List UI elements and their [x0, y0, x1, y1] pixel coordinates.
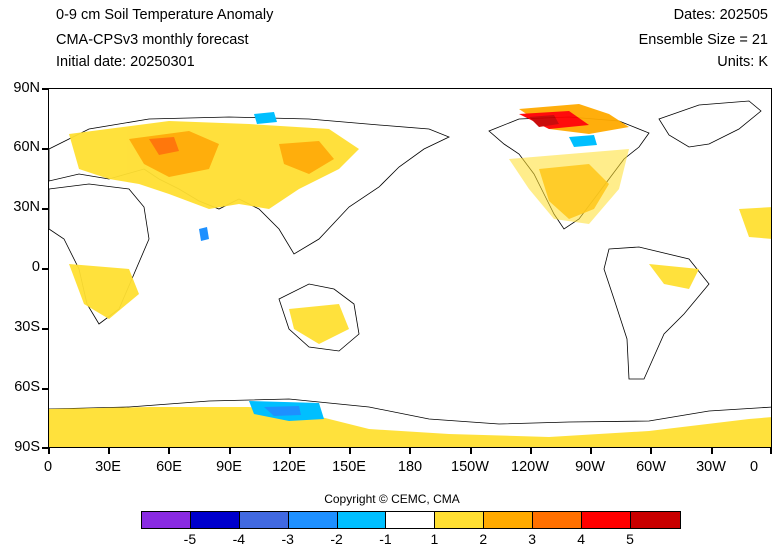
colorbar-label: 2	[479, 531, 488, 547]
map-title: 0-9 cm Soil Temperature Anomaly	[56, 7, 274, 23]
cool-anomalies	[199, 112, 597, 421]
colorbar-swatch	[435, 512, 485, 528]
units-label: Units: K	[717, 54, 768, 70]
colorbar-label: -5	[183, 531, 197, 547]
y-label-30s: 30S	[14, 319, 40, 335]
x-tick	[650, 448, 652, 454]
x-tick	[168, 448, 170, 454]
colorbar-label: 4	[577, 531, 585, 547]
x-tick	[349, 448, 351, 454]
x-label-180: 180	[397, 459, 423, 475]
x-label-120e: 120E	[272, 459, 306, 475]
y-tick	[42, 268, 48, 270]
colorbar-swatch	[484, 512, 534, 528]
y-tick	[42, 208, 48, 210]
colorbar-swatch	[533, 512, 583, 528]
colorbar-label: 1	[430, 531, 439, 547]
colorbar-label: 5	[626, 531, 634, 547]
x-tick	[711, 448, 713, 454]
y-tick	[42, 88, 48, 90]
x-label-30e: 30E	[95, 459, 121, 475]
colorbar-label: 3	[528, 531, 537, 547]
colorbar-label: -2	[330, 531, 343, 547]
colorbar-swatch	[142, 512, 191, 528]
y-label-60s: 60S	[14, 379, 40, 395]
y-label-30n: 30N	[13, 199, 40, 215]
colorbar-label: -3	[281, 531, 294, 547]
x-tick	[289, 448, 291, 454]
anomaly-map	[48, 88, 772, 448]
x-label-0-end: 0	[749, 459, 759, 475]
forecast-dates: Dates: 202505	[673, 7, 768, 23]
model-name: CMA-CPSv3 monthly forecast	[56, 32, 249, 48]
warm-anomalies	[49, 104, 771, 447]
colorbar-swatch	[582, 512, 631, 528]
initial-date: Initial date: 20250301	[56, 54, 195, 70]
colorbar-swatch	[337, 512, 387, 528]
x-tick	[470, 448, 472, 454]
x-label-60w: 60W	[636, 459, 666, 475]
y-label-90s: 90S	[14, 439, 40, 455]
copyright-notice: Copyright © CEMC, CMA	[324, 492, 460, 506]
colorbar	[141, 511, 681, 529]
x-label-150w: 150W	[451, 459, 489, 475]
colorbar-label: -1	[379, 531, 392, 547]
x-tick	[108, 448, 110, 454]
x-tick	[409, 448, 411, 454]
colorbar-swatch	[386, 512, 436, 528]
x-tick	[770, 448, 772, 454]
y-label-60n: 60N	[13, 139, 40, 155]
greenland-outline	[658, 100, 762, 148]
x-label-30w: 30W	[696, 459, 726, 475]
y-label-equator: 0	[31, 259, 40, 275]
colorbar-swatch	[190, 512, 240, 528]
x-tick	[590, 448, 592, 454]
colorbar-swatch	[630, 512, 680, 528]
y-label-90n: 90N	[13, 80, 40, 96]
x-label-0: 0	[43, 459, 53, 475]
x-tick	[530, 448, 532, 454]
y-tick	[42, 388, 48, 390]
colorbar-swatch	[288, 512, 338, 528]
map-canvas	[49, 100, 771, 447]
x-label-150e: 150E	[332, 459, 366, 475]
y-tick	[42, 447, 48, 449]
ensemble-size: Ensemble Size = 21	[638, 32, 768, 48]
x-tick	[48, 448, 50, 454]
colorbar-swatch	[239, 512, 289, 528]
x-label-120w: 120W	[511, 459, 549, 475]
x-tick	[229, 448, 231, 454]
x-label-90e: 90E	[216, 459, 242, 475]
y-tick	[42, 328, 48, 330]
colorbar-label: -4	[232, 531, 246, 547]
y-tick	[42, 148, 48, 150]
x-label-60e: 60E	[156, 459, 182, 475]
x-label-90w: 90W	[575, 459, 605, 475]
